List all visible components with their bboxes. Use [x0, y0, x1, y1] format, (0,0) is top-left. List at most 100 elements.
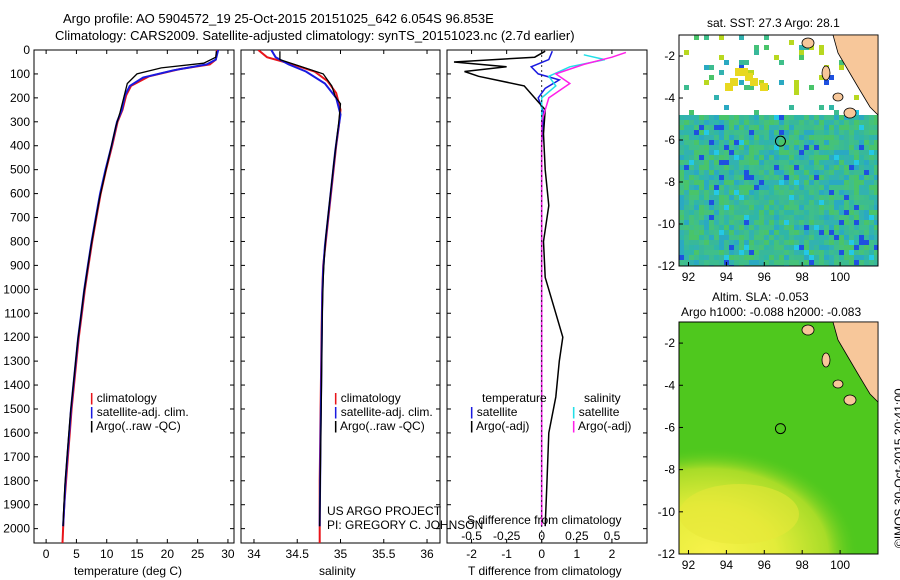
sst-cell [854, 145, 859, 150]
sst-cell [854, 115, 859, 120]
sst-cell [739, 155, 744, 160]
island [832, 379, 844, 389]
sst-cell [724, 200, 729, 205]
sst-cell [699, 135, 704, 140]
sst-cell [709, 165, 714, 170]
sst-cell [744, 60, 749, 65]
sst-cell [854, 175, 859, 180]
sst-warm-cell [750, 78, 758, 86]
x-tick-label: 96 [758, 558, 772, 572]
sst-cell [814, 215, 819, 220]
sst-cell [864, 235, 869, 240]
sst-cell [799, 145, 804, 150]
sst-cell [694, 175, 699, 180]
sst-cell [794, 200, 799, 205]
sst-cell [739, 140, 744, 145]
sst-cell [679, 140, 684, 145]
x-tick-label: 15 [130, 547, 144, 561]
sst-cell [789, 165, 794, 170]
sst-cell [749, 245, 754, 250]
sst-cell [804, 130, 809, 135]
sst-cell [874, 140, 878, 145]
sst-cell [779, 135, 784, 140]
sst-cell [684, 260, 689, 265]
sst-cell [819, 135, 824, 140]
sst-cell [799, 135, 804, 140]
sst-cell [709, 220, 714, 225]
sst-cell [679, 145, 684, 150]
sst-cell [814, 245, 819, 250]
sst-cell [834, 170, 839, 175]
sst-cell [834, 120, 839, 125]
sst-cell [769, 120, 774, 125]
legend-label-argo: Argo(..raw -QC) [340, 419, 425, 433]
sst-cell [764, 180, 769, 185]
sst-cell [749, 130, 754, 135]
sst-cell [859, 225, 864, 230]
sst-cell [779, 130, 784, 135]
sst-cell [784, 130, 789, 135]
sst-cell [844, 155, 849, 160]
sst-cell [864, 250, 869, 255]
sst-cell [704, 35, 709, 40]
sst-cell [774, 230, 779, 235]
sst-cell [864, 120, 869, 125]
sst-cell [804, 230, 809, 235]
sst-cell [774, 190, 779, 195]
legend-label-satellite: satellite-adj. clim. [96, 405, 189, 419]
sst-cell [849, 255, 854, 260]
sst-cell [769, 215, 774, 220]
x-tick-label: 98 [796, 558, 810, 572]
sst-cell [839, 135, 844, 140]
sst-cell [854, 125, 859, 130]
sst-cell [809, 250, 814, 255]
sst-cell [839, 150, 844, 155]
sst-cell [789, 105, 794, 110]
sst-cell [724, 125, 729, 130]
sst-cell [839, 250, 844, 255]
sst-cell [714, 220, 719, 225]
sst-cell [799, 235, 804, 240]
sst-cell [774, 125, 779, 130]
sst-cell [729, 200, 734, 205]
sst-cell [834, 180, 839, 185]
sst-cell [724, 220, 729, 225]
sst-cell [849, 240, 854, 245]
sst-cell [799, 190, 804, 195]
sst-cell [739, 60, 744, 65]
sst-cell [869, 175, 874, 180]
sst-cell [864, 145, 869, 150]
sst-cell [699, 120, 704, 125]
sst-cell [724, 215, 729, 220]
sst-cell [824, 225, 829, 230]
sst-cell [774, 255, 779, 260]
sst-cell [874, 190, 878, 195]
x-tick-label: 98 [796, 270, 810, 284]
sst-cell [749, 170, 754, 175]
sst-cell [819, 210, 824, 215]
sst-cell [769, 230, 774, 235]
sst-cell [839, 195, 844, 200]
sst-cell [859, 260, 864, 265]
sst-cell [759, 235, 764, 240]
sst-cell [704, 115, 709, 120]
sst-cell [744, 240, 749, 245]
sst-cell [839, 240, 844, 245]
sst-cell [804, 175, 809, 180]
sst-cell [759, 140, 764, 145]
sst-cell [699, 240, 704, 245]
sst-cell [844, 130, 849, 135]
sst-cell [869, 180, 874, 185]
sst-cell [689, 180, 694, 185]
sst-cell [839, 260, 844, 265]
sst-cell [774, 140, 779, 145]
sst-cell [709, 255, 714, 260]
sst-cell [694, 250, 699, 255]
sst-cell [829, 180, 834, 185]
sst-cell [739, 235, 744, 240]
sst-cell [729, 210, 734, 215]
sst-cell [824, 185, 829, 190]
sst-cell [844, 255, 849, 260]
sst-cell [744, 205, 749, 210]
sla-yellow-core [679, 484, 799, 544]
